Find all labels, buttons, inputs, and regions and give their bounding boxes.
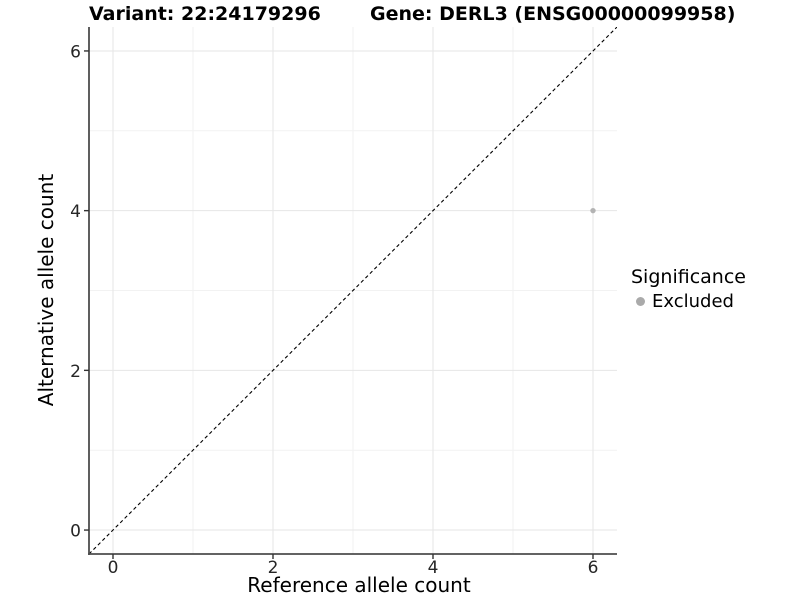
legend: Significance Excluded: [631, 266, 746, 312]
gridlines-major: [89, 27, 617, 554]
gene-title: Gene: DERL3 (ENSG00000099958): [370, 3, 736, 25]
data-point: [590, 207, 596, 214]
y-tick-label: 6: [70, 42, 81, 62]
y-tick-label: 2: [70, 362, 81, 382]
data-points: [590, 207, 596, 214]
y-tick-label: 0: [70, 522, 81, 542]
y-axis-title: Alternative allele count: [34, 173, 58, 407]
identity-line-group: [89, 27, 617, 554]
legend-entry-label: Excluded: [652, 291, 734, 312]
y-tick-label: 4: [70, 202, 81, 222]
x-tick-label: 0: [108, 558, 119, 578]
gridlines-minor: [89, 27, 617, 554]
x-tick-label: 4: [428, 558, 439, 578]
x-axis-title: Reference allele count: [247, 573, 471, 597]
axis-lines: [88, 27, 617, 555]
tick-labels: 0 2 4 6 0 2 4 6: [70, 42, 598, 578]
legend-title: Significance: [631, 266, 746, 288]
legend-entry: Excluded: [631, 291, 746, 312]
tick-marks: [84, 50, 594, 559]
legend-point-icon: [636, 297, 645, 306]
variant-title: Variant: 22:24179296: [89, 3, 321, 25]
x-tick-label: 2: [268, 558, 279, 578]
identity-line: [89, 27, 617, 554]
x-tick-label: 6: [588, 558, 599, 578]
